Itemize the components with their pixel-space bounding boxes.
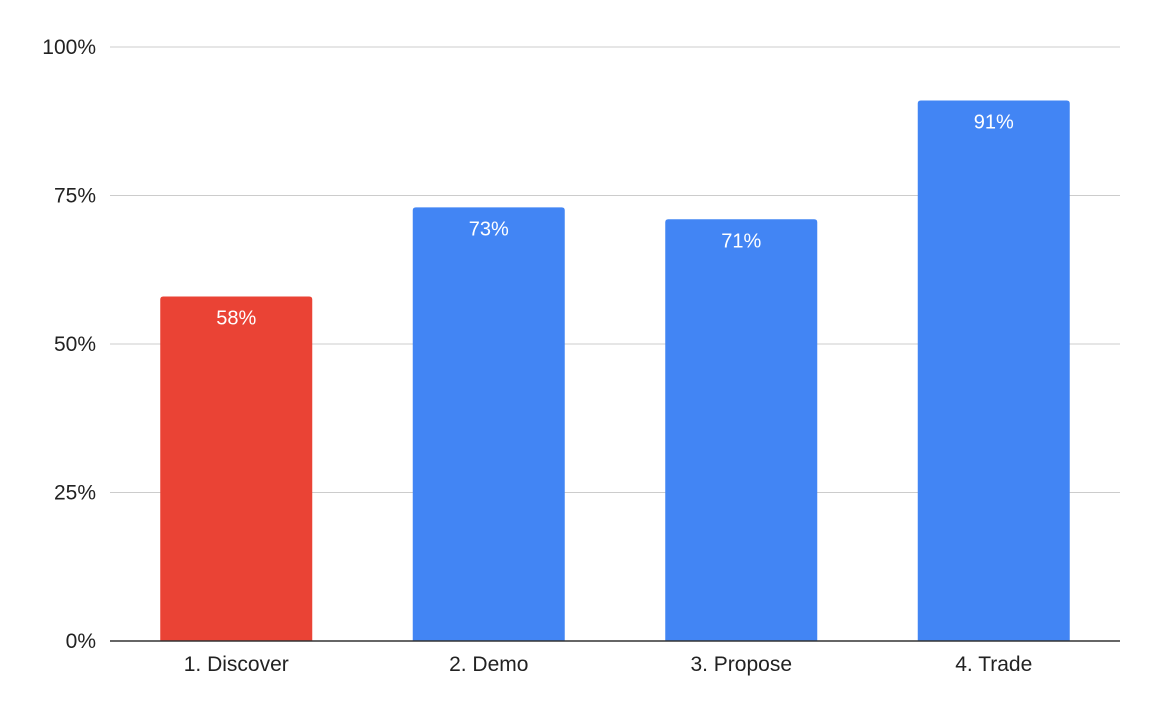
x-tick-label: 1. Discover	[184, 653, 289, 676]
data-label: 73%	[469, 218, 509, 240]
y-tick-label: 75%	[54, 185, 96, 208]
bars	[160, 100, 1070, 641]
y-tick-label: 25%	[54, 482, 96, 505]
bar-2	[412, 207, 565, 641]
x-tick-label: 2. Demo	[449, 653, 528, 676]
bar-1	[160, 296, 313, 641]
data-labels: 58% 73% 71% 91%	[216, 111, 1014, 329]
y-tick-label: 100%	[42, 36, 96, 59]
x-tick-label: 3. Propose	[690, 653, 792, 676]
data-label: 91%	[974, 111, 1014, 133]
x-axis-category-labels: 1. Discover 2. Demo 3. Propose 4. Trade	[184, 653, 1033, 676]
data-label: 58%	[216, 307, 256, 329]
x-tick-label: 4. Trade	[955, 653, 1032, 676]
bar-4	[917, 100, 1070, 641]
y-tick-label: 50%	[54, 333, 96, 356]
y-axis-tick-labels: 0% 25% 50% 75% 100%	[42, 36, 96, 653]
y-tick-label: 0%	[66, 630, 96, 653]
data-label: 71%	[721, 230, 761, 252]
bar-3	[665, 219, 818, 641]
